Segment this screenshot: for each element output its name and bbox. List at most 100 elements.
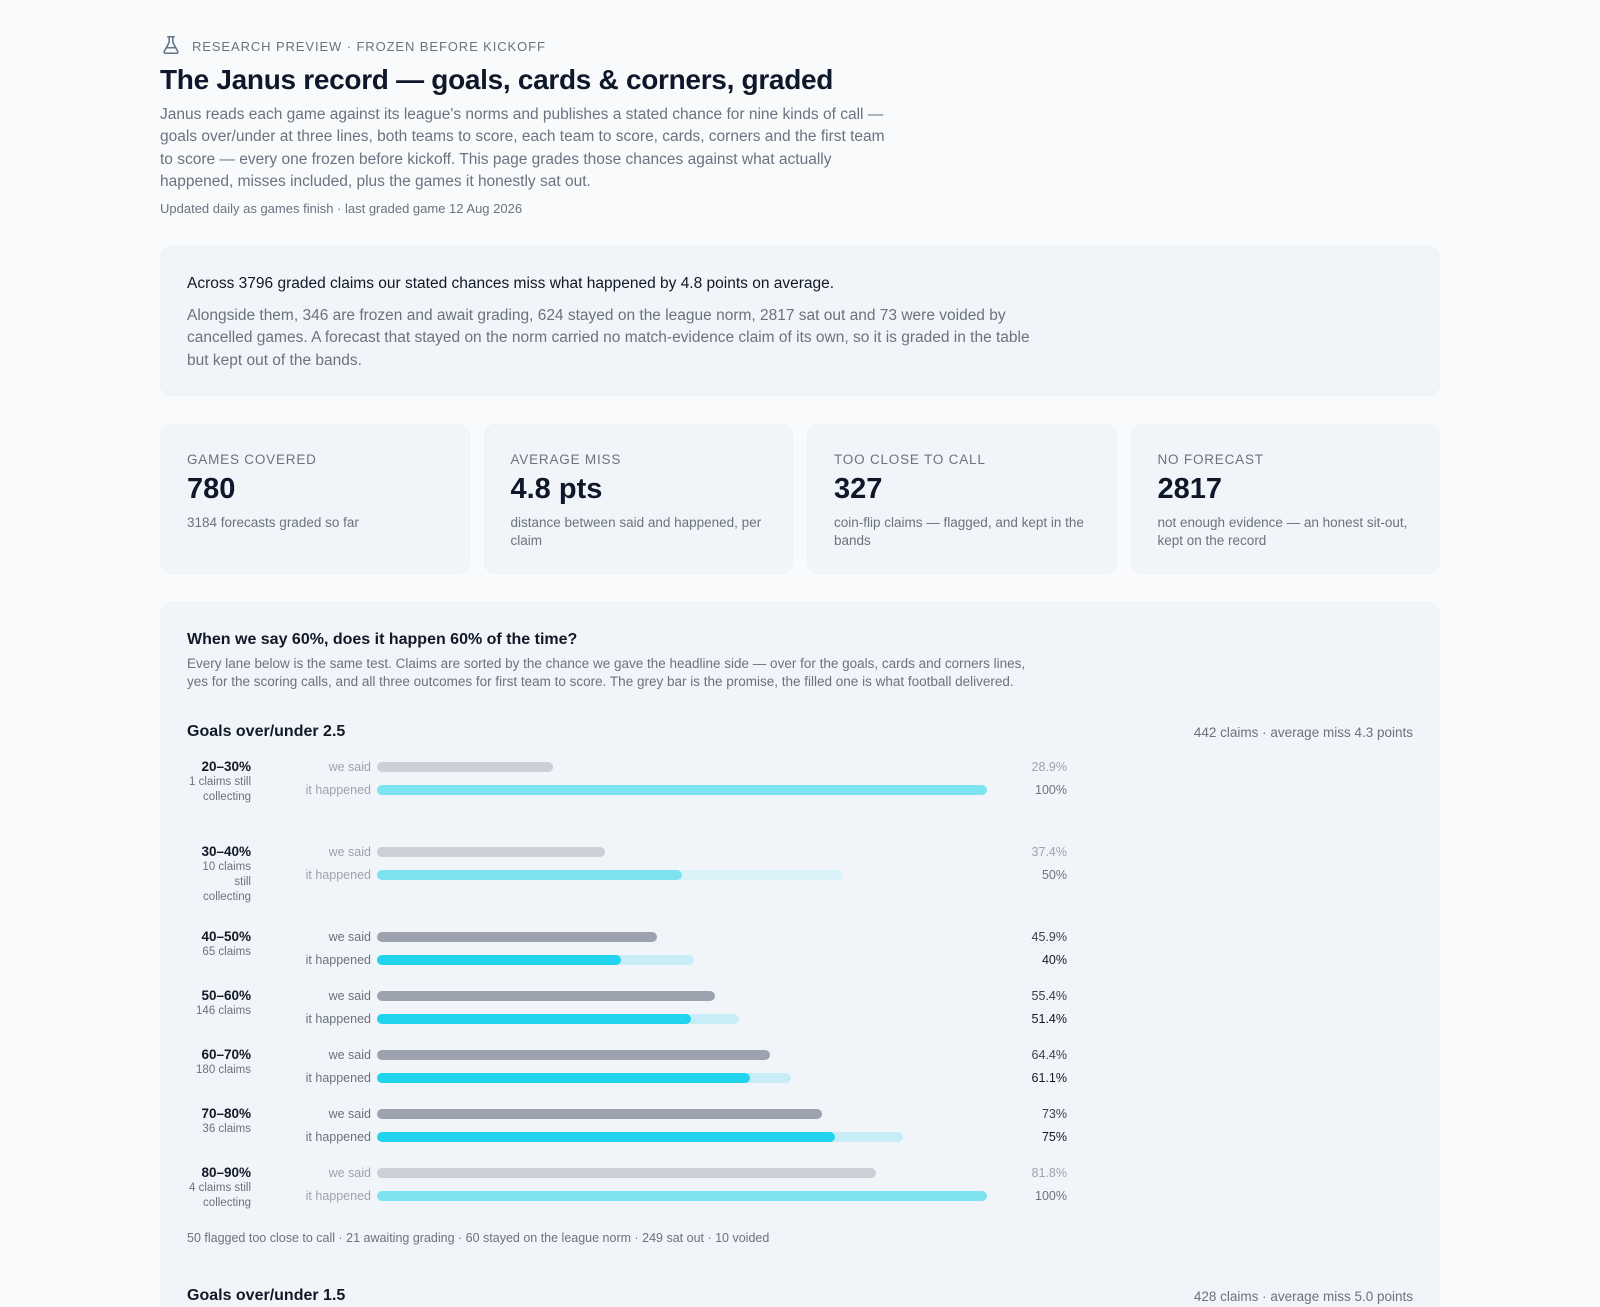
said-row: we said 55.4% xyxy=(265,988,1067,1004)
said-row: we said 37.4% xyxy=(265,844,1067,860)
stat-value: 780 xyxy=(187,473,236,505)
band-range: 60–70% xyxy=(201,1047,251,1062)
happened-value: 75% xyxy=(1041,1130,1067,1144)
said-label: we said xyxy=(328,1107,371,1121)
band-count: 180 claims xyxy=(196,1064,251,1076)
said-row: we said 45.9% xyxy=(265,929,1067,945)
stat-label: TOO CLOSE TO CALL xyxy=(834,452,986,467)
calibration-title: When we say 60%, does it happen 60% of t… xyxy=(187,631,578,648)
said-value: 73% xyxy=(1041,1107,1067,1121)
said-value: 45.9% xyxy=(1031,930,1067,944)
stat-value: 327 xyxy=(834,473,883,505)
band-label: 20–30% 1 claims still collecting xyxy=(187,759,251,805)
band-count: 4 claims still collecting xyxy=(189,1182,251,1209)
happened-value: 61.1% xyxy=(1031,1071,1067,1085)
happened-value: 51.4% xyxy=(1031,1012,1067,1026)
eyebrow-text: RESEARCH PREVIEW · FROZEN BEFORE KICKOFF xyxy=(192,39,546,54)
happened-value: 50% xyxy=(1041,868,1067,882)
intro-text: Janus reads each game against its league… xyxy=(160,106,885,191)
said-label: we said xyxy=(328,1048,371,1062)
lane-meta: 442 claims · average miss 4.3 points xyxy=(1193,725,1413,740)
band-label: 50–60% 146 claims xyxy=(187,988,251,1019)
summary-card: Across 3796 graded claims our stated cha… xyxy=(160,246,1440,396)
said-label: we said xyxy=(328,1166,371,1180)
happened-label: it happened xyxy=(305,1012,371,1026)
happened-row: it happened 100% xyxy=(265,782,1067,798)
band-label: 60–70% 180 claims xyxy=(187,1047,251,1078)
stat-games-covered: GAMES COVERED 780 3184 forecasts graded … xyxy=(160,424,470,574)
said-value: 37.4% xyxy=(1031,845,1067,859)
band-count: 1 claims still collecting xyxy=(189,776,251,803)
band-label: 30–40% 10 claims still collecting xyxy=(187,844,251,905)
happened-bar xyxy=(377,1191,987,1201)
happened-value: 40% xyxy=(1041,953,1067,967)
happened-label: it happened xyxy=(305,1189,371,1203)
band-label: 80–90% 4 claims still collecting xyxy=(187,1165,251,1211)
said-value: 64.4% xyxy=(1031,1048,1067,1062)
next-lane-title: Goals over/under 1.5 xyxy=(187,1287,346,1304)
happened-bar xyxy=(377,1014,691,1024)
said-label: we said xyxy=(328,930,371,944)
lane-title: Goals over/under 2.5 xyxy=(187,723,346,740)
said-value: 55.4% xyxy=(1031,989,1067,1003)
stat-note: 3184 forecasts graded so far xyxy=(187,515,359,530)
band-label: 40–50% 65 claims xyxy=(187,929,251,960)
happened-row: it happened 50% xyxy=(265,867,1067,883)
happened-bar xyxy=(377,955,621,965)
said-value: 81.8% xyxy=(1031,1166,1067,1180)
lane-footnote: 50 flagged too close to call · 21 awaiti… xyxy=(187,1231,770,1245)
band-range: 30–40% xyxy=(201,844,251,859)
happened-bar xyxy=(377,1132,835,1142)
happened-row: it happened 100% xyxy=(265,1188,1067,1204)
stat-too-close: TOO CLOSE TO CALL 327 coin-flip claims —… xyxy=(807,424,1117,574)
happened-bar xyxy=(377,870,682,880)
band-range: 80–90% xyxy=(201,1165,251,1180)
happened-label: it happened xyxy=(305,868,371,882)
stat-label: AVERAGE MISS xyxy=(510,452,622,467)
said-value: 28.9% xyxy=(1031,760,1067,774)
band-count: 10 claims still collecting xyxy=(202,861,251,903)
band-range: 50–60% xyxy=(201,988,251,1003)
said-row: we said 73% xyxy=(265,1106,1067,1122)
eyebrow: RESEARCH PREVIEW · FROZEN BEFORE KICKOFF xyxy=(160,34,546,59)
happened-row: it happened 40% xyxy=(265,952,1067,968)
page-title: The Janus record — goals, cards & corner… xyxy=(160,64,834,95)
stat-note: distance between said and happened, per … xyxy=(510,515,762,548)
said-label: we said xyxy=(328,989,371,1003)
happened-bar xyxy=(377,1073,750,1083)
happened-row: it happened 61.1% xyxy=(265,1070,1067,1086)
said-label: we said xyxy=(328,760,371,774)
summary-lead: Across 3796 graded claims our stated cha… xyxy=(187,275,835,292)
said-label: we said xyxy=(328,845,371,859)
happened-label: it happened xyxy=(305,953,371,967)
said-bar xyxy=(377,1050,770,1060)
flask-icon xyxy=(160,34,182,59)
summary-detail: Alongside them, 346 are frozen and await… xyxy=(187,307,1030,369)
happened-label: it happened xyxy=(305,1071,371,1085)
happened-label: it happened xyxy=(305,783,371,797)
said-row: we said 81.8% xyxy=(265,1165,1067,1181)
stat-note: not enough evidence — an honest sit-out,… xyxy=(1157,515,1408,548)
band-range: 70–80% xyxy=(201,1106,251,1121)
said-bar xyxy=(377,932,657,942)
band-count: 36 claims xyxy=(202,1123,251,1135)
happened-value: 100% xyxy=(1035,1189,1067,1203)
stat-no-forecast: NO FORECAST 2817 not enough evidence — a… xyxy=(1130,424,1440,574)
calibration-panel: When we say 60%, does it happen 60% of t… xyxy=(160,602,1440,1307)
stat-value: 4.8 pts xyxy=(510,473,603,505)
stat-note: coin-flip claims — flagged, and kept in … xyxy=(834,515,1084,548)
said-bar xyxy=(377,847,606,857)
next-lane-meta: 428 claims · average miss 5.0 points xyxy=(1193,1289,1413,1304)
band-range: 20–30% xyxy=(201,759,251,774)
band-range: 40–50% xyxy=(201,929,251,944)
said-bar xyxy=(377,762,554,772)
band-label: 70–80% 36 claims xyxy=(187,1106,251,1137)
said-row: we said 28.9% xyxy=(265,759,1067,775)
said-bar xyxy=(377,1109,823,1119)
stat-label: NO FORECAST xyxy=(1157,452,1264,467)
updated-note: Updated daily as games finish · last gra… xyxy=(160,201,523,216)
happened-label: it happened xyxy=(305,1130,371,1144)
said-bar xyxy=(377,991,715,1001)
band-count: 146 claims xyxy=(196,1005,251,1017)
stat-label: GAMES COVERED xyxy=(187,452,317,467)
